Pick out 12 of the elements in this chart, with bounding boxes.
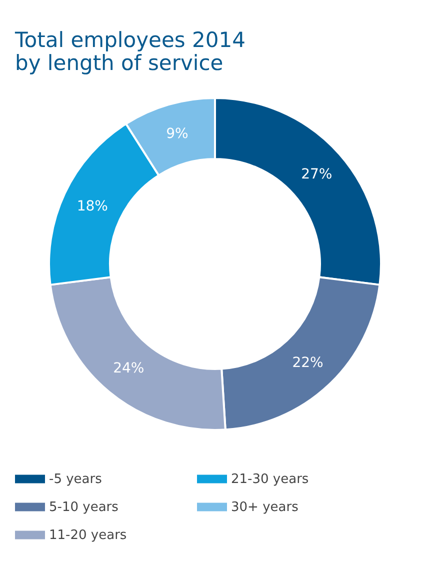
legend-label: 11-20 years <box>49 528 127 543</box>
text: by length of service <box>15 51 224 75</box>
data-label: 18% <box>76 198 108 214</box>
data-label: 27% <box>301 166 332 182</box>
legend-label: 30+ years <box>231 500 299 515</box>
legend-label: -5 years <box>49 472 102 487</box>
data-label: 9% <box>166 126 188 142</box>
text: Total employees 2014 <box>15 28 246 52</box>
legend-label: 21-30 years <box>231 472 309 487</box>
legend-label: 5-10 years <box>49 500 119 515</box>
data-label: 22% <box>292 354 324 371</box>
data-label: 24% <box>113 360 144 376</box>
